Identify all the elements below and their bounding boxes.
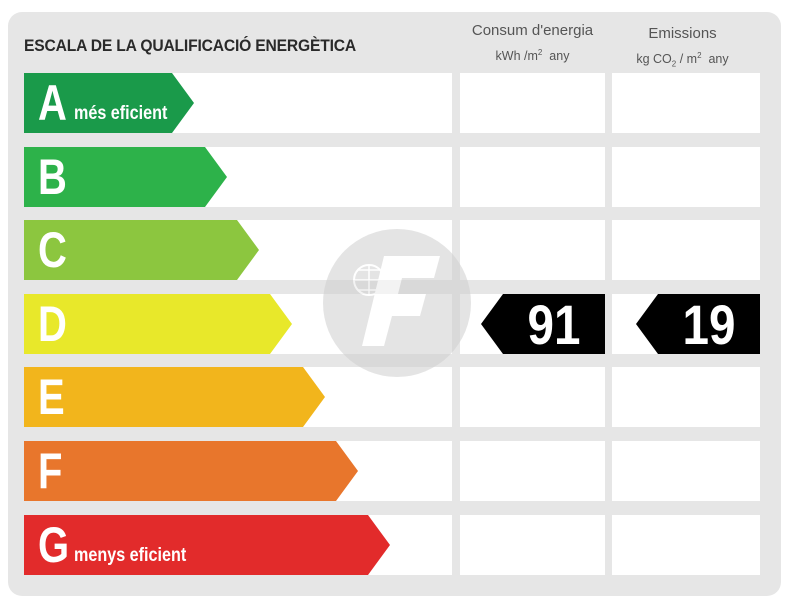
- emissions-cell-g: [612, 515, 760, 575]
- rating-letter: B: [38, 149, 67, 205]
- consumption-header: Consum d'energia kWh /m2 any: [460, 21, 605, 66]
- consumption-cell-e: [460, 367, 605, 427]
- value-text: 19: [682, 293, 736, 356]
- rating-arrow-c: C: [24, 220, 259, 280]
- rating-arrow-shape: [24, 294, 292, 354]
- value-badge-shape: [636, 294, 760, 354]
- rating-description: menys eficient: [74, 545, 187, 566]
- rating-letter: D: [38, 296, 67, 352]
- consumption-cell-f: [460, 441, 605, 501]
- consumption-label: Consum d'energia: [471, 22, 594, 39]
- rating-letter: E: [38, 369, 65, 425]
- rating-arrow-shape: [24, 515, 390, 575]
- rating-letter: G: [38, 517, 70, 573]
- emissions-value-badge: 19: [636, 293, 760, 356]
- rating-letter: A: [38, 75, 67, 131]
- emissions-cell-a: [612, 73, 760, 133]
- rating-description: més eficient: [74, 103, 168, 124]
- scale-title: ESCALA DE LA QUALIFICACIÓ ENERGÈTICA: [24, 36, 356, 55]
- consumption-value-badge: 91: [481, 293, 605, 356]
- emissions-unit: kg CO2 / m2 any: [636, 51, 729, 69]
- rating-arrow-f: F: [24, 441, 358, 501]
- rating-letter: C: [38, 222, 67, 278]
- consumption-unit: kWh /m2 any: [495, 48, 570, 64]
- emissions-cell-b: [612, 147, 760, 207]
- rating-arrow-shape: [24, 441, 358, 501]
- consumption-cell-g: [460, 515, 605, 575]
- emissions-cell-c: [612, 220, 760, 280]
- value-badge-shape: [481, 294, 605, 354]
- rating-arrow-d: D: [24, 294, 292, 354]
- emissions-header: Emissions kg CO2 / m2 any: [610, 24, 755, 75]
- consumption-cell-b: [460, 147, 605, 207]
- consumption-cell-a: [460, 73, 605, 133]
- value-text: 91: [527, 293, 581, 356]
- rating-arrow-b: B: [24, 147, 227, 207]
- emissions-cell-e: [612, 367, 760, 427]
- rating-arrow-shape: [24, 73, 194, 133]
- rating-arrow-shape: [24, 220, 259, 280]
- emissions-label: Emissions: [648, 25, 717, 42]
- rating-arrow-e: E: [24, 367, 325, 427]
- watermark-logo-icon: [323, 229, 471, 377]
- rating-arrow-shape: [24, 367, 325, 427]
- rating-letter: F: [38, 443, 63, 499]
- consumption-cell-c: [460, 220, 605, 280]
- rating-arrow-shape: [24, 147, 227, 207]
- emissions-cell-f: [612, 441, 760, 501]
